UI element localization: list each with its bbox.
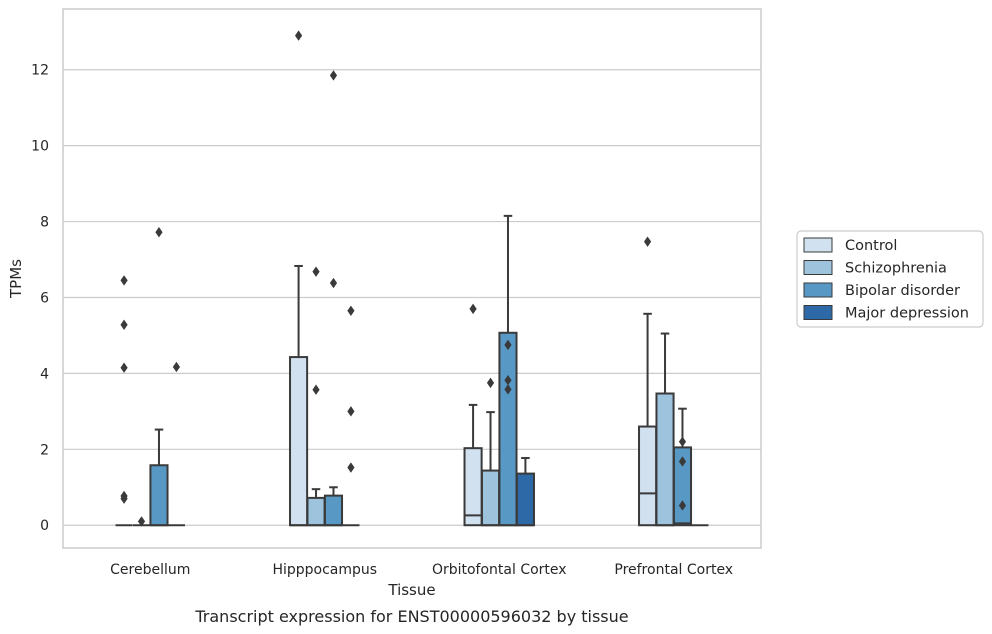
box-group [480, 411, 501, 527]
x-tick-labels: Cerebellum Hipppocampus Orbitofontal Corte… [110, 562, 733, 578]
outlier-point [120, 275, 128, 286]
legend-swatch [803, 305, 833, 320]
boxes-layer [115, 214, 709, 527]
outlier-point [678, 500, 687, 511]
legend-swatch [803, 237, 833, 253]
box-group [672, 407, 693, 527]
outlier-point [678, 456, 687, 467]
legend-label: Schizophrenia [845, 261, 947, 277]
y-tick-label: 12 [31, 63, 49, 79]
y-tick-label: 0 [40, 518, 49, 534]
outlier-point [643, 236, 652, 247]
box-group [306, 488, 326, 527]
outlier-point [120, 362, 128, 373]
outlier-point [294, 30, 303, 41]
outlier-point [504, 384, 512, 395]
box [289, 356, 309, 527]
box [463, 447, 483, 527]
box-group [638, 312, 658, 527]
legend-frame [796, 230, 984, 328]
box-group [149, 428, 169, 527]
outlier-point [120, 493, 128, 504]
box [515, 472, 535, 527]
outlier-point [678, 436, 687, 447]
x-tick-label: Orbitofontal Cortex [432, 562, 567, 578]
outlier-point [469, 303, 477, 315]
outlier-point [137, 516, 146, 527]
legend-label: Bipolar disorder [845, 283, 960, 299]
box [306, 496, 326, 527]
outlier-point [347, 305, 355, 316]
outlier-point [312, 266, 320, 277]
box [655, 392, 675, 527]
grid-layer [63, 69, 761, 526]
outliers-layer [120, 30, 687, 527]
outlier-point [329, 277, 338, 289]
x-axis-label: Tissue [387, 581, 435, 599]
legend-swatch [803, 282, 833, 298]
box [480, 469, 501, 527]
box [149, 464, 169, 527]
box-group [289, 264, 309, 527]
y-tick-label: 6 [40, 290, 49, 306]
box [638, 425, 658, 527]
outlier-point [312, 384, 320, 395]
box [498, 331, 518, 527]
outlier-point [329, 70, 338, 81]
legend: Control Schizophrenia Bipolar disorder Majo… [796, 230, 984, 328]
box-group [498, 214, 518, 527]
box-group [655, 332, 675, 527]
box-group [463, 403, 483, 527]
chart-caption: Transcript expression for ENST0000059603… [194, 607, 628, 626]
box-group [515, 457, 535, 527]
plot-frame [62, 8, 762, 549]
legend-label: Control [845, 238, 897, 254]
outlier-point [347, 406, 355, 417]
outlier-point [486, 377, 495, 389]
outlier-point [504, 375, 512, 386]
legend-label: Major depression [845, 306, 969, 322]
outlier-point [155, 226, 163, 238]
outlier-point [504, 339, 512, 351]
y-tick-label: 4 [40, 366, 49, 382]
box-group [323, 486, 344, 527]
x-tick-label: Prefrontal Cortex [614, 562, 733, 578]
x-tick-label: Cerebellum [110, 562, 190, 578]
y-axis-label: TPMs [7, 259, 25, 299]
outlier-point [347, 462, 355, 473]
y-tick-label: 8 [40, 215, 49, 231]
outlier-point [120, 319, 128, 331]
y-tick-labels: 0 2 4 6 8 10 12 [31, 63, 49, 534]
outlier-point [172, 361, 181, 373]
box [323, 494, 344, 527]
y-tick-label: 2 [40, 442, 49, 458]
x-tick-label: Hipppocampus [272, 562, 377, 578]
legend-swatch [803, 260, 833, 275]
y-tick-label: 10 [31, 139, 49, 155]
